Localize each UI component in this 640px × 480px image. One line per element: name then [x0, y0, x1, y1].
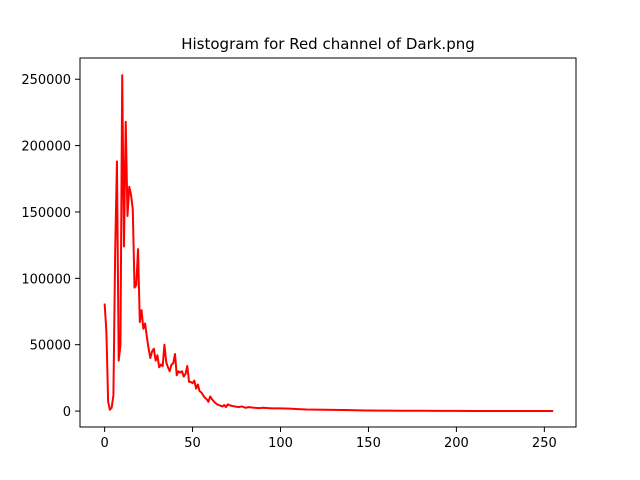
x-axis: 0 50 100 150 200 250 — [100, 427, 557, 451]
x-tick-label: 0 — [100, 436, 108, 451]
series-line-0 — [103, 74, 554, 413]
y-axis: 0 50000 100000 150000 200000 250000 — [21, 73, 80, 420]
plot-frame — [79, 57, 577, 428]
y-tick-label: 250000 — [21, 73, 71, 88]
y-tick-label: 50000 — [30, 339, 71, 354]
x-tick-label: 50 — [184, 436, 201, 451]
series-layer — [103, 74, 554, 413]
y-tick-label: 100000 — [21, 272, 71, 287]
chart-title: Histogram for Red channel of Dark.png — [181, 35, 475, 53]
x-tick-label: 200 — [444, 436, 469, 451]
y-tick-label: 200000 — [21, 140, 71, 155]
x-tick-label: 250 — [532, 436, 557, 451]
y-tick-label: 0 — [63, 405, 71, 420]
x-tick-label: 150 — [356, 436, 381, 451]
y-tick-label: 150000 — [21, 206, 71, 221]
x-tick-label: 100 — [268, 436, 293, 451]
